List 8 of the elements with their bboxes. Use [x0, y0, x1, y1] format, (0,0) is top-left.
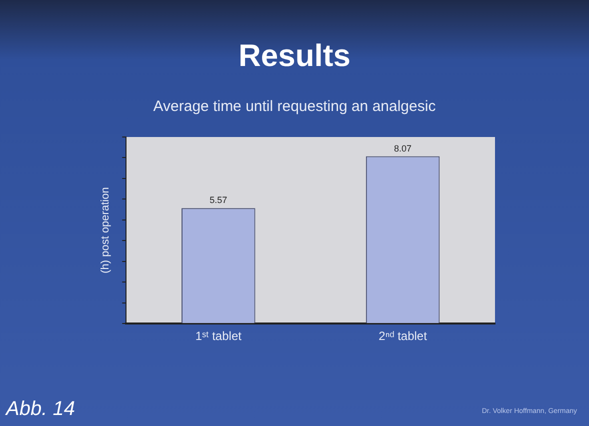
- x-tick-label: 2ⁿᵈ tablet: [378, 329, 428, 344]
- data-label: 8.07: [394, 143, 412, 154]
- data-label: 5.57: [210, 195, 228, 206]
- y-axis-title: (h) post operation: [100, 187, 112, 274]
- caption: Abb. 14: [6, 398, 75, 421]
- chart-subtitle: Average time until requesting an analgesic: [152, 98, 437, 115]
- chart-title: Results: [238, 38, 352, 74]
- x-tick-label: 1ˢᵗ tablet: [195, 329, 242, 344]
